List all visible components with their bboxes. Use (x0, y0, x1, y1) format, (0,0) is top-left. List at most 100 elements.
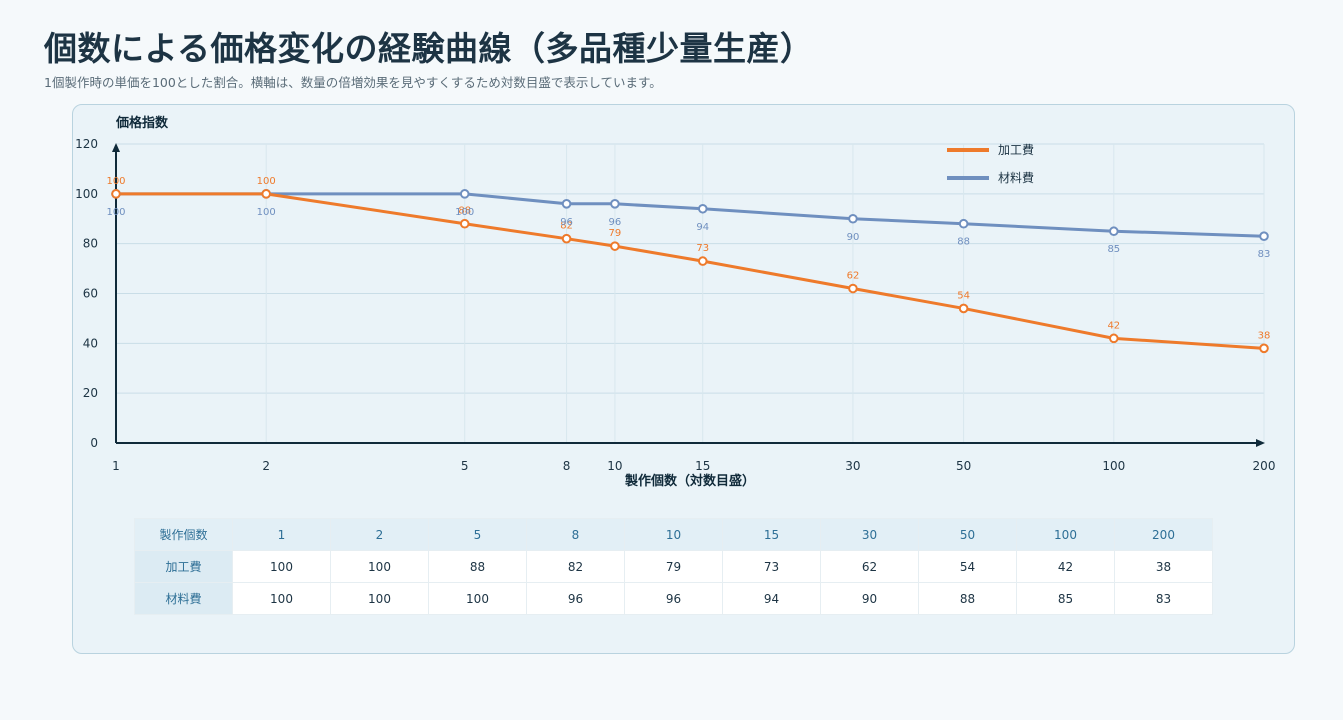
x-tick-label: 5 (461, 459, 469, 473)
table-cell: 100 (330, 550, 429, 583)
data-table: 製作個数 1 2 5 8 10 15 30 50 100 200 加工費 100… (134, 518, 1213, 615)
x-tick-label: 30 (845, 459, 860, 473)
table-row: 加工費 100 100 88 82 79 73 62 54 42 38 (134, 550, 1213, 583)
table-col-header: 1 (232, 518, 331, 551)
table-row: 材料費 100 100 100 96 96 94 90 88 85 83 (134, 582, 1213, 615)
x-tick-label: 2 (262, 459, 270, 473)
table-col-header: 2 (330, 518, 429, 551)
x-tick-label: 15 (695, 459, 710, 473)
data-label: 100 (106, 207, 125, 218)
data-label: 100 (455, 207, 474, 218)
x-axis-title: 製作個数（対数目盛） (624, 473, 755, 489)
data-label: 73 (696, 243, 709, 254)
x-tick-label: 200 (1253, 459, 1276, 473)
data-label: 88 (458, 206, 471, 217)
table-cell: 96 (526, 582, 625, 615)
table-cell: 82 (526, 550, 625, 583)
y-tick-label: 80 (83, 237, 98, 251)
table-cell: 73 (722, 550, 821, 583)
data-label: 85 (1107, 244, 1120, 255)
data-point (1259, 231, 1269, 241)
table-cell: 88 (918, 582, 1017, 615)
x-tick-label: 10 (607, 459, 622, 473)
table-cell: 96 (624, 582, 723, 615)
table-col-header: 15 (722, 518, 821, 551)
table-cell: 54 (918, 550, 1017, 583)
data-point (561, 199, 572, 209)
data-point (697, 256, 708, 266)
table-cell: 88 (428, 550, 527, 583)
data-point (561, 233, 572, 244)
page-subtitle: 1個製作時の単価を100とした割合。横軸は、数量の倍増効果を見やすくするため対数… (44, 75, 662, 90)
table-cell: 38 (1114, 550, 1213, 583)
data-point (848, 283, 858, 294)
y-axis-title: 価格指数 (115, 115, 169, 131)
data-label: 96 (609, 217, 622, 228)
y-tick-label: 60 (83, 287, 98, 301)
table-cell: 85 (1016, 582, 1115, 615)
data-point (958, 218, 969, 229)
data-label: 100 (257, 207, 276, 218)
x-tick-label: 8 (563, 459, 571, 473)
data-point (261, 189, 271, 199)
data-point (610, 199, 620, 209)
table-cell: 62 (820, 550, 919, 583)
data-label: 79 (609, 228, 622, 239)
table-cell: 100 (428, 582, 527, 615)
legend-label: 加工費 (998, 142, 1034, 157)
table-cell: 83 (1114, 582, 1213, 615)
data-point (111, 189, 121, 199)
y-tick-label: 120 (75, 137, 98, 151)
data-label: 38 (1258, 330, 1271, 341)
table-col-header: 10 (624, 518, 723, 551)
table-row-label: 材料費 (134, 582, 233, 615)
table-cell: 90 (820, 582, 919, 615)
table-col-header: 5 (428, 518, 527, 551)
table-cell: 100 (232, 582, 331, 615)
data-label: 42 (1107, 320, 1120, 331)
data-point (610, 241, 620, 251)
data-label: 82 (560, 221, 573, 232)
series-line (116, 192, 1265, 350)
series-line (116, 192, 1265, 238)
table-col-header: 30 (820, 518, 919, 551)
table-cell: 42 (1016, 550, 1115, 583)
table-row-label: 加工費 (134, 550, 233, 583)
table-header-label: 製作個数 (134, 518, 233, 551)
data-point (1259, 343, 1269, 354)
data-label: 96 (560, 217, 573, 228)
x-tick-label: 1 (112, 459, 120, 473)
data-label: 100 (106, 176, 125, 187)
data-label: 94 (696, 222, 709, 233)
y-tick-label: 100 (75, 187, 98, 201)
table-cell: 100 (330, 582, 429, 615)
y-tick-label: 40 (83, 336, 98, 350)
data-point (459, 189, 470, 199)
data-point (958, 303, 969, 314)
data-point (697, 203, 708, 214)
table-col-header: 200 (1114, 518, 1213, 551)
data-label: 54 (957, 290, 970, 301)
table-header-row: 製作個数 1 2 5 8 10 15 30 50 100 200 (134, 518, 1213, 551)
table-col-header: 8 (526, 518, 625, 551)
data-point (459, 218, 470, 229)
data-point (848, 213, 858, 224)
data-point (1109, 333, 1119, 344)
x-tick-label: 50 (956, 459, 971, 473)
legend-label: 材料費 (998, 170, 1034, 185)
table-cell: 100 (232, 550, 331, 583)
table-col-header: 50 (918, 518, 1017, 551)
y-tick-label: 20 (83, 386, 98, 400)
x-tick-label: 100 (1102, 459, 1125, 473)
table-cell: 79 (624, 550, 723, 583)
page-title: 個数による価格変化の経験曲線（多品種少量生産） (44, 29, 814, 68)
y-tick-label: 0 (90, 436, 98, 450)
data-label: 83 (1258, 249, 1271, 260)
data-label: 62 (847, 271, 860, 282)
table-col-header: 100 (1016, 518, 1115, 551)
data-label: 100 (257, 176, 276, 187)
data-label: 88 (957, 237, 970, 248)
data-label: 90 (847, 232, 860, 243)
data-point (1109, 226, 1119, 237)
